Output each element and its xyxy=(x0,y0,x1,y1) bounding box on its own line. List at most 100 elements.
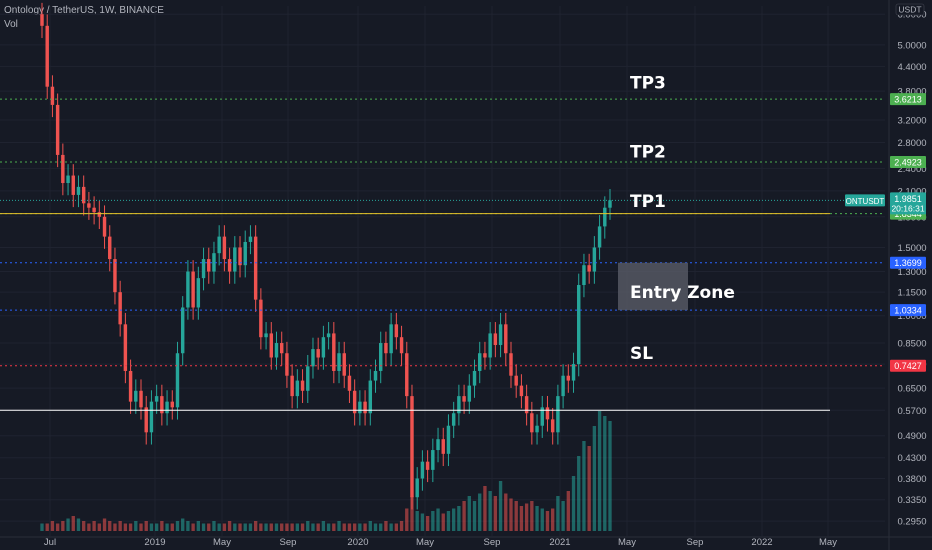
volume-bar xyxy=(431,511,435,531)
candle-body xyxy=(550,419,555,433)
level-price-tag xyxy=(890,256,926,269)
volume-bar xyxy=(441,513,445,531)
candle-body xyxy=(102,216,107,237)
candle-body xyxy=(144,407,148,433)
volume-bar xyxy=(420,513,425,531)
candle-body xyxy=(378,343,383,371)
candle-body xyxy=(321,337,326,358)
candle-body xyxy=(61,154,65,184)
candle-body xyxy=(368,380,373,414)
y-tick-label: 1.0000 xyxy=(897,311,926,322)
candle-body xyxy=(217,236,221,254)
x-tick-label: Sep xyxy=(280,537,297,548)
volume-bar xyxy=(71,516,75,531)
volume-bar xyxy=(300,523,305,531)
volume-bar xyxy=(363,523,367,531)
volume-bar xyxy=(394,523,399,531)
candle-body xyxy=(545,407,550,420)
y-tick-label: 1.1500 xyxy=(897,288,926,299)
candle-body xyxy=(55,104,60,155)
volume-bar xyxy=(446,511,451,531)
volume-bar xyxy=(196,521,200,531)
volume-bar xyxy=(175,521,180,531)
y-tick-label: 1.3000 xyxy=(897,267,926,278)
volume-bar xyxy=(462,501,466,531)
volume-bar xyxy=(519,506,524,531)
candle-body xyxy=(332,333,336,371)
y-tick-label: 3.8000 xyxy=(897,87,926,98)
volume-bar xyxy=(280,523,284,531)
y-tick-label: 2.1000 xyxy=(897,186,926,197)
volume-bar xyxy=(384,521,388,531)
volume-bar xyxy=(545,511,550,531)
volume-bar xyxy=(233,523,237,531)
volume-bar xyxy=(535,506,539,531)
volume-bar xyxy=(61,521,65,531)
volume-bar xyxy=(259,523,263,531)
symbol-tag-label: ONTUSDT xyxy=(846,197,885,206)
countdown-label: 20:16:31 xyxy=(891,203,924,213)
volume-bar xyxy=(290,523,294,531)
volume-bar xyxy=(524,503,529,531)
volume-bar xyxy=(264,523,268,531)
volume-bar xyxy=(326,523,331,531)
volume-label: Vol xyxy=(4,19,18,30)
candle-body xyxy=(326,333,331,338)
volume-bar xyxy=(504,493,508,531)
candle-body xyxy=(363,401,367,414)
candle-body xyxy=(186,271,190,308)
level-price-tag xyxy=(890,93,926,106)
volume-bar xyxy=(191,523,195,531)
candle-body xyxy=(222,236,227,260)
volume-bar xyxy=(410,496,414,531)
candle-body xyxy=(597,226,602,248)
volume-bar xyxy=(227,521,232,531)
volume-bar xyxy=(457,506,461,531)
x-tick-label: May xyxy=(819,537,837,548)
candle-body xyxy=(446,425,451,454)
volume-bar xyxy=(165,523,169,531)
volume-bar xyxy=(160,521,164,531)
candle-body xyxy=(295,380,300,397)
candle-body xyxy=(76,186,81,195)
candle-body xyxy=(45,25,49,87)
candle-body xyxy=(498,324,503,346)
volume-bar xyxy=(285,523,289,531)
candle-body xyxy=(233,247,237,272)
annotation-label: TP1 xyxy=(630,192,666,212)
x-tick-label: 2022 xyxy=(751,537,772,548)
candle-body xyxy=(556,396,560,433)
volume-bar xyxy=(478,493,482,531)
candle-body xyxy=(201,259,206,279)
x-tick-label: May xyxy=(213,537,231,548)
candle-body xyxy=(582,265,586,286)
volume-bar xyxy=(415,511,419,531)
y-tick-label: 5.0000 xyxy=(897,40,926,51)
candle-body xyxy=(535,425,539,433)
volume-bar xyxy=(207,523,211,531)
x-tick-label: Jul xyxy=(44,537,56,548)
candle-body xyxy=(279,343,284,354)
candle-body xyxy=(389,324,393,354)
candle-body xyxy=(191,271,195,308)
x-tick-label: 2019 xyxy=(144,537,165,548)
volume-bar xyxy=(540,508,544,531)
candle-body xyxy=(66,175,70,184)
candle-body xyxy=(436,439,440,451)
y-tick-label: 0.2950 xyxy=(897,517,926,528)
entry-zone-box xyxy=(618,262,688,311)
volume-bar xyxy=(467,496,471,531)
candle-body xyxy=(514,375,518,386)
current-price-label: 1.9851 xyxy=(894,194,922,204)
volume-bar xyxy=(118,521,122,531)
volume-bar xyxy=(498,481,503,531)
candle-body xyxy=(154,396,159,402)
volume-bar xyxy=(82,521,86,531)
y-tick-label: 0.6500 xyxy=(897,384,926,395)
annotation-label: Entry Zone xyxy=(630,283,735,303)
candle-body xyxy=(316,349,320,358)
volume-bar xyxy=(483,486,487,531)
candle-body xyxy=(519,385,524,397)
candle-body xyxy=(493,333,498,346)
